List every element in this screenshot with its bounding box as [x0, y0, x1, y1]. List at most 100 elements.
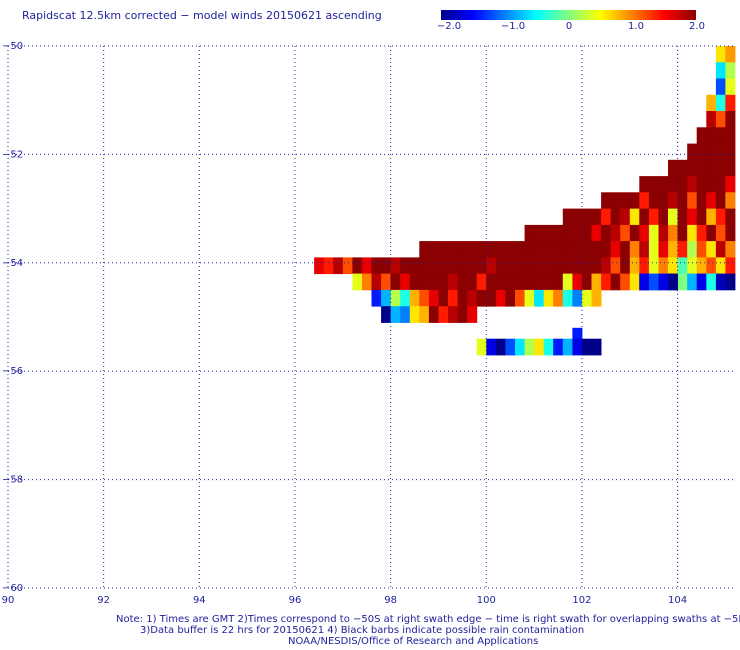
y-tick-label: −52 [2, 149, 23, 160]
data-cell [467, 289, 478, 307]
data-cell [562, 289, 573, 307]
data-cell [333, 257, 344, 275]
data-cell [658, 241, 669, 258]
data-cell [400, 273, 411, 291]
data-cell [696, 159, 707, 177]
data-cell [620, 257, 631, 275]
data-cell [706, 176, 717, 193]
data-cell [668, 192, 678, 209]
data-cell [648, 257, 659, 275]
data-cell [476, 289, 487, 307]
data-cell [428, 241, 439, 258]
data-cell [572, 338, 583, 356]
data-cell [658, 176, 669, 193]
data-cell [725, 257, 736, 275]
data-cell [696, 192, 707, 209]
data-cell [620, 192, 631, 209]
data-cell [687, 208, 698, 226]
data-cell [706, 94, 717, 112]
data-cell [486, 273, 497, 291]
data-cell [715, 273, 726, 291]
data-cell [715, 46, 726, 63]
data-cell [677, 241, 688, 258]
data-cell [572, 273, 583, 291]
data-cell [457, 306, 468, 323]
data-cell [524, 338, 535, 356]
data-cell [715, 111, 726, 128]
data-cell [706, 192, 717, 209]
data-cell [677, 224, 688, 242]
data-cell [668, 159, 678, 177]
data-cell [581, 257, 592, 275]
data-cell [610, 273, 621, 291]
data-cell [381, 289, 392, 307]
data-cell [476, 241, 487, 258]
data-cell [620, 224, 631, 242]
data-cell [409, 273, 420, 291]
data-cell [601, 208, 612, 226]
data-cell [486, 241, 497, 258]
data-cell [725, 127, 736, 144]
data-cell [725, 111, 736, 128]
data-cell [352, 273, 363, 291]
data-cell [715, 208, 726, 226]
data-cell [495, 273, 506, 291]
data-cell [601, 224, 612, 242]
colorbar-gradient [441, 10, 696, 20]
data-cell [352, 257, 363, 275]
y-tick-label: −50 [2, 41, 23, 52]
data-cell [400, 306, 411, 323]
data-cell [639, 208, 650, 226]
colorbar-tick-label: −1.0 [500, 21, 526, 32]
data-cell [725, 78, 736, 96]
data-cell [457, 257, 468, 275]
data-cell [428, 289, 439, 307]
data-cell [553, 289, 564, 307]
data-cell [715, 176, 726, 193]
data-cell [725, 143, 736, 161]
data-cell [524, 289, 535, 307]
data-cell [648, 224, 659, 242]
data-cell [648, 241, 659, 258]
y-tick-label: −56 [2, 366, 23, 377]
data-cell [677, 208, 688, 226]
data-cell [543, 338, 554, 356]
map-plot: 90 92 94 96 98 100 102 104 −50 −52 −54 −56 −58 −60 [2, 41, 736, 606]
data-cell [562, 208, 573, 226]
data-cell [610, 241, 621, 258]
data-cell [715, 62, 726, 79]
data-cell [438, 273, 449, 291]
data-cell [562, 241, 573, 258]
data-cell [553, 338, 564, 356]
data-cell [534, 224, 545, 242]
data-cell [543, 224, 554, 242]
data-cell [314, 257, 325, 275]
data-cell [524, 273, 535, 291]
x-tick-label: 98 [384, 595, 397, 606]
colorbar-tick-label: −2.0 [436, 21, 462, 32]
data-cell [706, 273, 717, 291]
data-cell [629, 192, 640, 209]
colorbar-tick-label: 1.0 [628, 21, 644, 32]
data-cell [668, 224, 678, 242]
data-cell [591, 224, 602, 242]
x-tick-label: 90 [2, 595, 15, 606]
data-cell [457, 241, 468, 258]
data-cell [448, 257, 458, 275]
data-cell [629, 241, 640, 258]
data-cell [648, 273, 659, 291]
data-cell [696, 208, 707, 226]
data-cell [658, 273, 669, 291]
data-cell [696, 143, 707, 161]
data-cell [381, 257, 392, 275]
data-cell [448, 289, 458, 307]
data-cell [323, 257, 334, 275]
x-tick-label: 94 [193, 595, 206, 606]
data-cell [677, 257, 688, 275]
data-cell [486, 289, 497, 307]
data-cell [629, 257, 640, 275]
data-cell [715, 257, 726, 275]
chart-title: Rapidscat 12.5km corrected − model winds… [22, 9, 382, 22]
data-cell [639, 273, 650, 291]
data-cell [419, 306, 430, 323]
